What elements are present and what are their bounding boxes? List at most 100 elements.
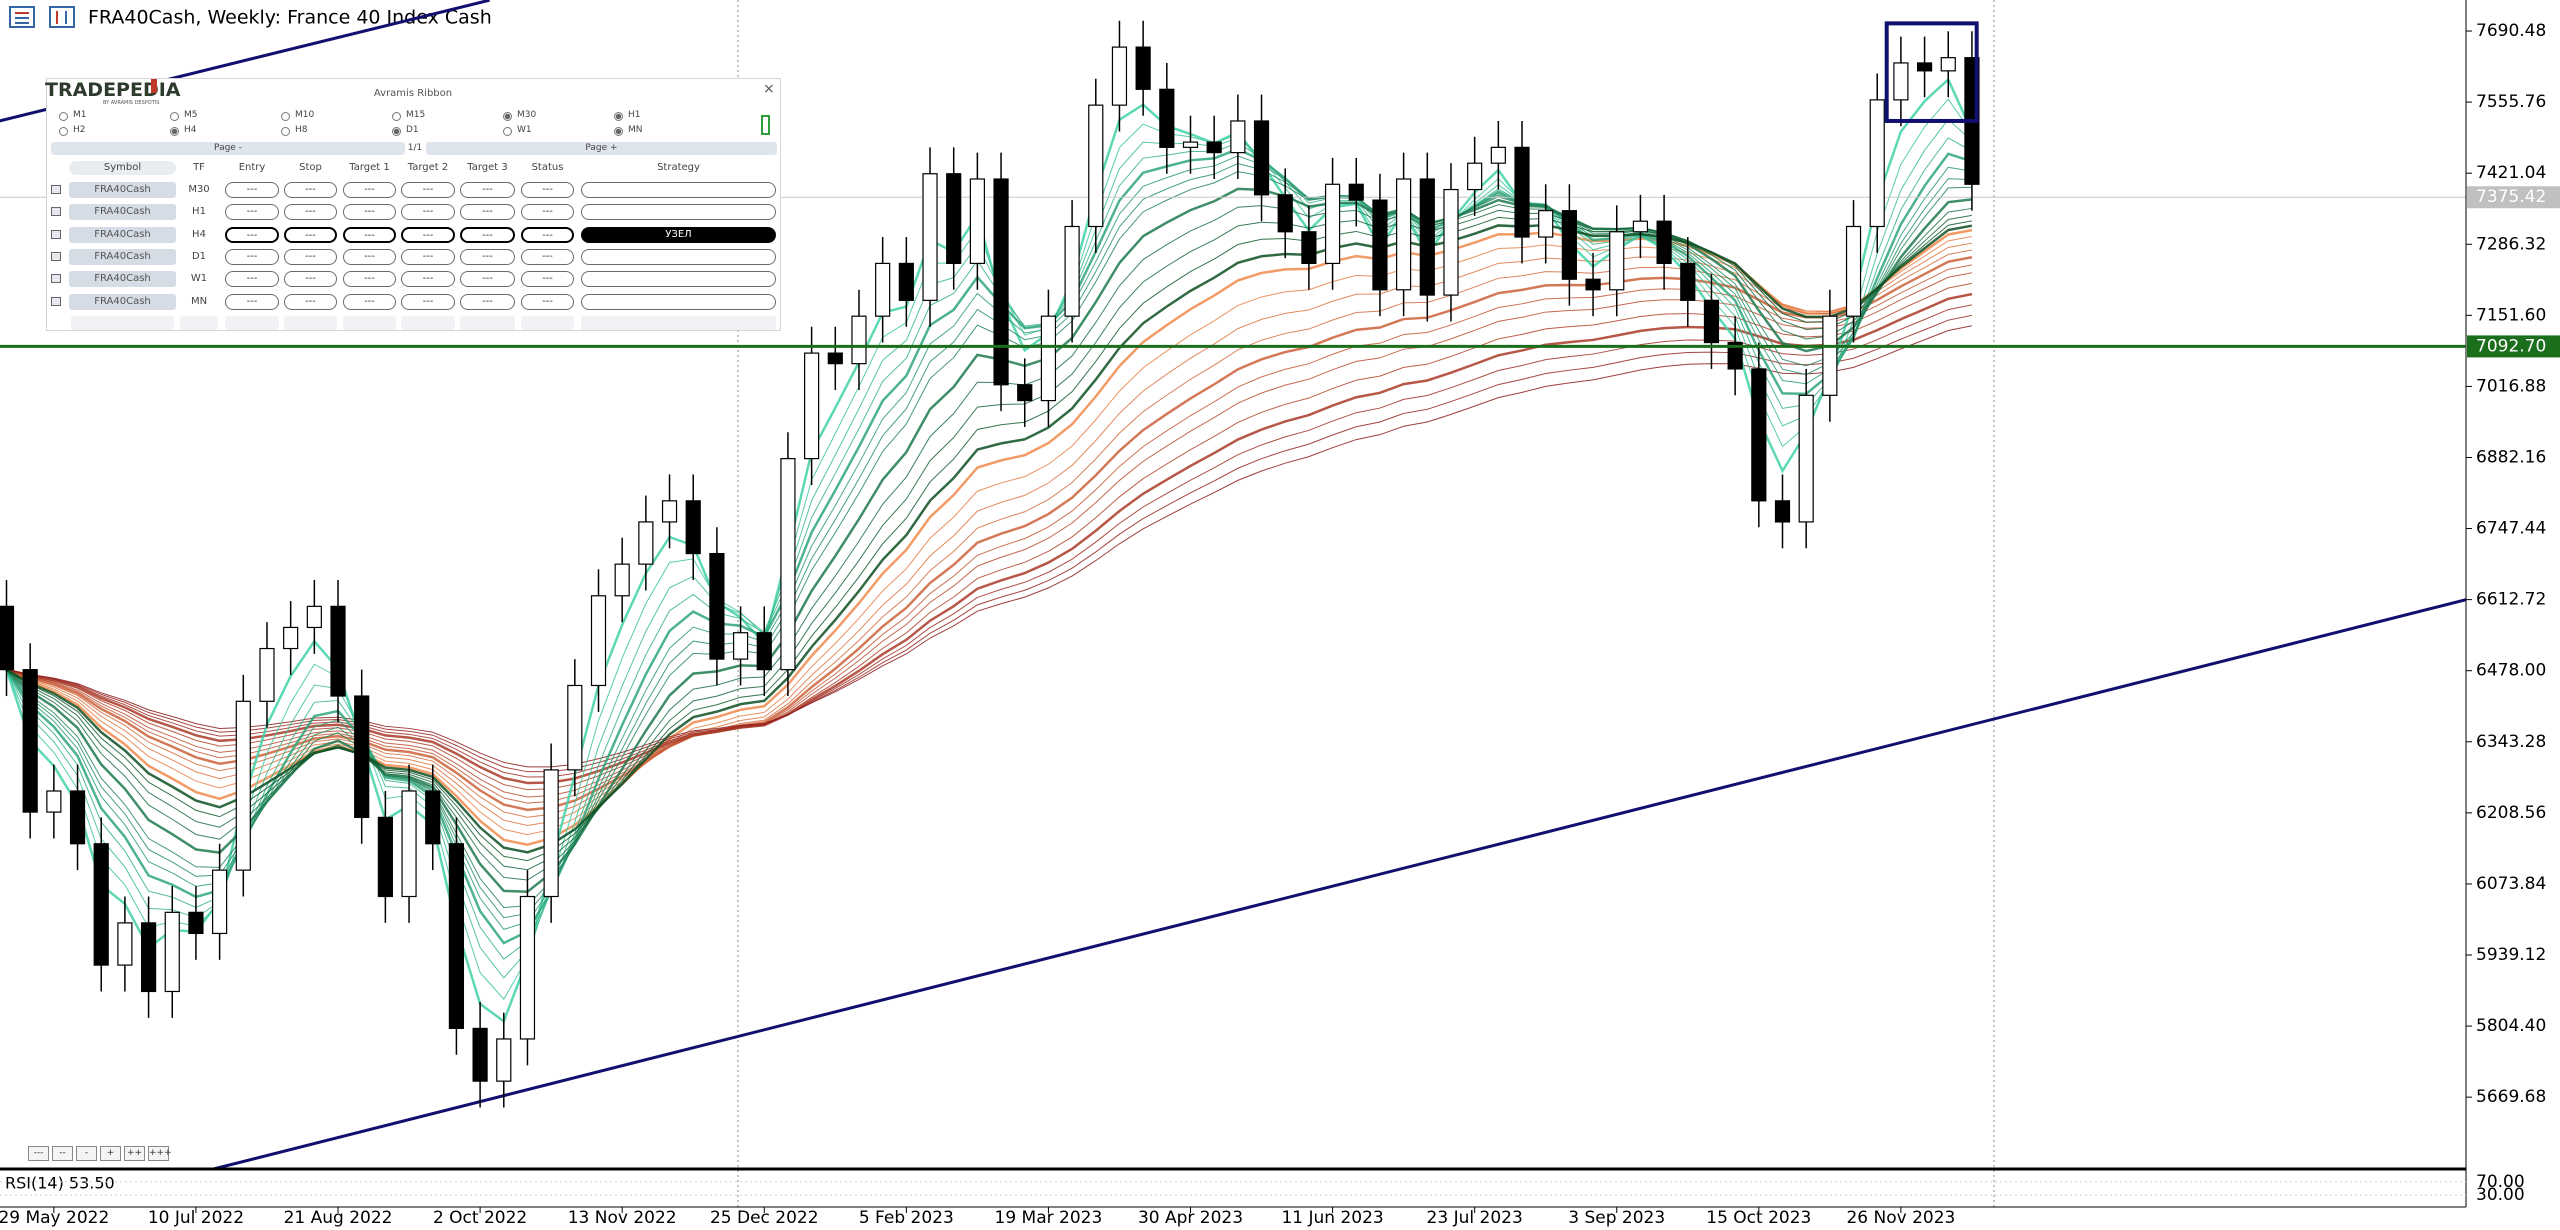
- value-cell: ---: [343, 293, 396, 310]
- row-icon[interactable]: [51, 185, 61, 194]
- ribbon-line: [6, 249, 1973, 818]
- radio-button[interactable]: [170, 127, 179, 136]
- ribbon-line: [6, 304, 1973, 778]
- ribbon-line: [6, 282, 1973, 791]
- radio-button[interactable]: [614, 112, 623, 121]
- radio-button[interactable]: [281, 127, 290, 136]
- candle-body: [1538, 210, 1554, 238]
- brand-mark: [151, 79, 157, 93]
- candle-body: [1372, 199, 1388, 291]
- candle-body: [567, 684, 583, 771]
- value-cell: ---: [460, 293, 515, 310]
- radio-button[interactable]: [59, 112, 68, 121]
- row-icon[interactable]: [51, 207, 61, 217]
- candle-body: [543, 769, 559, 898]
- window-icons: [9, 6, 75, 28]
- chart-icon[interactable]: [49, 6, 75, 28]
- candle-body: [709, 552, 725, 660]
- value-cell: ---: [401, 271, 455, 288]
- zoom-button[interactable]: -: [76, 1146, 97, 1161]
- indicator-tick-label: 30.00: [2476, 1185, 2525, 1205]
- radio-button[interactable]: [503, 112, 512, 121]
- candle-body: [46, 790, 62, 813]
- candle-body: [1727, 341, 1743, 370]
- strategy-cell: [581, 204, 776, 221]
- ribbon-line: [5, 223, 1973, 854]
- value-cell: ---: [521, 271, 574, 288]
- candle-body: [1230, 120, 1246, 154]
- y-tick-label: 7286.32: [2476, 234, 2546, 254]
- row-icon[interactable]: [51, 229, 61, 239]
- radio-label: H1: [628, 110, 641, 120]
- radio-button[interactable]: [392, 112, 401, 121]
- column-header: Symbol: [69, 161, 176, 175]
- candle-body: [1751, 368, 1767, 502]
- row-icon[interactable]: [51, 274, 61, 284]
- radio-button[interactable]: [170, 112, 179, 121]
- radio-button[interactable]: [59, 127, 68, 136]
- candle-body: [425, 790, 441, 845]
- radio-label: M15: [406, 110, 426, 120]
- page-next-button[interactable]: Page +: [426, 142, 777, 155]
- candle-body: [377, 816, 393, 898]
- value-cell: ---: [284, 204, 337, 221]
- x-tick-label: 5 Feb 2023: [859, 1208, 954, 1228]
- candle-body: [1585, 278, 1601, 291]
- status-indicator: [761, 115, 770, 135]
- y-tick-label: 6073.84: [2476, 874, 2546, 894]
- y-tick-label: 5669.68: [2476, 1087, 2546, 1107]
- value-cell: ---: [401, 182, 455, 198]
- close-button[interactable]: ×: [763, 81, 775, 97]
- radio-label: H4: [184, 125, 197, 135]
- empty-cell: [581, 315, 776, 330]
- page-prev-button[interactable]: Page -: [51, 142, 405, 155]
- y-tick-label: 6343.28: [2476, 732, 2546, 752]
- candle-body: [1869, 99, 1885, 228]
- panel-title: Avramis Ribbon: [373, 88, 453, 99]
- candle-body: [590, 595, 607, 687]
- value-cell: ---: [343, 182, 396, 198]
- candle-body: [306, 605, 322, 629]
- trendline: [212, 598, 2466, 1169]
- candle-body: [330, 605, 346, 697]
- zoom-button[interactable]: ++: [124, 1146, 145, 1161]
- value-cell: ---: [401, 293, 455, 310]
- zoom-button[interactable]: ---: [28, 1146, 49, 1161]
- candle-body: [1206, 141, 1222, 154]
- chart-title: FRA40Cash, Weekly: France 40 Index Cash: [88, 7, 492, 29]
- zoom-button[interactable]: +: [100, 1146, 121, 1161]
- y-tick-label: 5939.12: [2476, 945, 2546, 965]
- y-tick-label: 7151.60: [2476, 305, 2546, 325]
- value-cell: ---: [460, 226, 515, 243]
- candle-body: [1680, 262, 1696, 301]
- value-cell: ---: [284, 271, 337, 288]
- radio-button[interactable]: [392, 127, 401, 136]
- strategy-cell: [581, 293, 776, 310]
- candle-body: [1017, 384, 1033, 402]
- ribbon-line: [6, 137, 1973, 960]
- candle-body: [1040, 315, 1057, 402]
- zoom-button[interactable]: --: [52, 1146, 73, 1161]
- empty-cell: [284, 315, 337, 330]
- x-tick-label: 2 Oct 2022: [433, 1208, 527, 1228]
- radio-button[interactable]: [281, 112, 290, 121]
- candle-body: [1514, 146, 1530, 238]
- row-icon[interactable]: [51, 251, 61, 261]
- candle-body: [1561, 210, 1577, 280]
- zoom-button[interactable]: +++: [148, 1146, 172, 1161]
- candle-body: [969, 178, 985, 265]
- candle-body: [1822, 315, 1838, 396]
- candle-body: [1324, 183, 1341, 265]
- value-cell: ---: [343, 248, 396, 265]
- ribbon-line: [6, 236, 1973, 836]
- y-tick-label: 6882.16: [2476, 447, 2546, 467]
- y-tick-label: 6747.44: [2476, 519, 2546, 539]
- row-icon[interactable]: [51, 296, 61, 306]
- value-cell: ---: [225, 226, 279, 243]
- radio-button[interactable]: [614, 127, 623, 136]
- x-tick-label: 10 Jul 2022: [148, 1208, 244, 1228]
- empty-cell: [343, 315, 396, 330]
- radio-button[interactable]: [503, 127, 512, 136]
- candle-body: [235, 700, 251, 871]
- candle-body: [1419, 178, 1435, 296]
